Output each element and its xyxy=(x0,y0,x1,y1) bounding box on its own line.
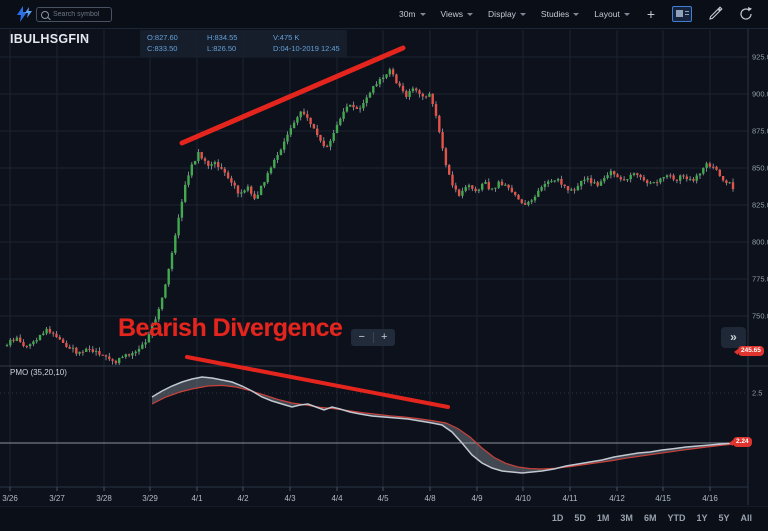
svg-text:4/8: 4/8 xyxy=(424,494,436,503)
refresh-icon[interactable] xyxy=(738,6,754,22)
svg-text:800.00: 800.00 xyxy=(752,238,768,247)
divergence-trendline-2[interactable] xyxy=(185,355,450,409)
svg-text:2.5: 2.5 xyxy=(752,389,762,398)
svg-text:3/29: 3/29 xyxy=(142,494,158,503)
svg-text:825.00: 825.00 xyxy=(752,201,768,210)
range-selector-bar: 1D 5D 1M 3M 6M YTD 1Y 5Y All xyxy=(0,506,768,531)
chevron-down-icon xyxy=(519,13,526,16)
quote-datetime: D:04-10-2019 12:45 xyxy=(273,44,340,53)
draw-pencil-icon[interactable] xyxy=(707,6,723,22)
quote-close: C:833.50 xyxy=(147,44,178,53)
svg-text:900.00: 900.00 xyxy=(752,90,768,99)
candles xyxy=(5,67,735,365)
layout-menu[interactable]: Layout xyxy=(594,9,630,19)
grid xyxy=(0,30,748,487)
svg-text:4/5: 4/5 xyxy=(377,494,389,503)
zoom-in-button[interactable]: + xyxy=(381,331,388,343)
chevron-down-icon xyxy=(467,13,474,16)
quote-high: H:834.55 xyxy=(207,33,238,42)
svg-text:775.00: 775.00 xyxy=(752,275,768,284)
svg-text:925.00: 925.00 xyxy=(752,53,768,62)
panels-toggle-button-active[interactable] xyxy=(672,6,692,22)
pmo-study-label[interactable]: PMO (35,20,10) xyxy=(10,368,67,377)
svg-text:4/16: 4/16 xyxy=(702,494,718,503)
search-icon xyxy=(41,10,49,19)
pmo-axis-badge: 2.24 xyxy=(729,437,752,447)
interval-dropdown[interactable]: 30m xyxy=(399,9,426,19)
svg-text:3/27: 3/27 xyxy=(49,494,65,503)
studies-menu[interactable]: Studies xyxy=(541,9,580,19)
divergence-trendline-1[interactable] xyxy=(179,45,406,146)
chevron-down-icon xyxy=(623,13,630,16)
quote-low: L:826.50 xyxy=(207,44,237,53)
range-1m[interactable]: 1M xyxy=(596,513,610,523)
svg-text:850.00: 850.00 xyxy=(752,164,768,173)
zoom-control: − + xyxy=(351,329,395,346)
svg-text:4/2: 4/2 xyxy=(237,494,249,503)
symbol-name: IBULHSGFIN xyxy=(10,32,90,46)
bearish-divergence-annotation: Bearish Divergence xyxy=(118,314,343,342)
range-5d[interactable]: 5D xyxy=(574,513,586,523)
chevron-down-icon xyxy=(573,13,580,16)
range-3m[interactable]: 3M xyxy=(620,513,633,523)
quote-volume: V:475 K xyxy=(273,33,300,42)
range-all[interactable]: All xyxy=(740,513,752,523)
svg-text:4/12: 4/12 xyxy=(609,494,625,503)
price-axis-badge: 245.65 xyxy=(734,346,764,356)
svg-text:750.00: 750.00 xyxy=(752,312,768,321)
range-1d[interactable]: 1D xyxy=(551,513,564,523)
views-menu[interactable]: Views xyxy=(441,9,474,19)
collapse-panel-button[interactable]: » xyxy=(721,327,746,348)
interval-label: 30m xyxy=(398,9,416,19)
svg-text:3/28: 3/28 xyxy=(96,494,112,503)
svg-text:875.00: 875.00 xyxy=(752,127,768,136)
zoom-out-button[interactable]: − xyxy=(358,331,365,343)
range-5y[interactable]: 5Y xyxy=(718,513,730,523)
divider xyxy=(372,332,374,343)
svg-text:4/9: 4/9 xyxy=(471,494,483,503)
svg-text:4/4: 4/4 xyxy=(331,494,343,503)
range-ytd[interactable]: YTD xyxy=(667,513,686,523)
price-axis[interactable]: 925.00 900.00 875.00 850.00 825.00 800.00 775.… xyxy=(752,53,768,398)
range-1y[interactable]: 1Y xyxy=(696,513,708,523)
svg-text:4/10: 4/10 xyxy=(515,494,531,503)
chevron-down-icon xyxy=(419,13,426,16)
range-6m[interactable]: 6M xyxy=(643,513,657,523)
symbol-search[interactable] xyxy=(36,7,112,22)
pmo-line xyxy=(151,376,747,474)
svg-text:4/11: 4/11 xyxy=(563,494,579,503)
svg-text:4/1: 4/1 xyxy=(191,494,203,503)
display-menu[interactable]: Display xyxy=(488,9,526,19)
svg-text:4/15: 4/15 xyxy=(655,494,671,503)
quote-open: O:827.60 xyxy=(147,33,178,42)
svg-text:3/26: 3/26 xyxy=(2,494,18,503)
top-toolbar: 30m Views Display Studies Layout + xyxy=(0,0,768,29)
svg-text:4/3: 4/3 xyxy=(284,494,296,503)
ohlc-quote-box: O:827.60 H:834.55 V:475 K C:833.50 L:826… xyxy=(140,30,347,57)
time-axis[interactable]: 3/26 3/27 3/28 3/29 4/1 4/2 4/3 4/4 4/5 4/8 4/9 4/1… xyxy=(2,487,718,503)
add-chart-button[interactable]: + xyxy=(646,6,655,22)
symbol-menu-icon[interactable]: ⋮ xyxy=(81,33,91,44)
app-logo-icon xyxy=(17,6,32,22)
search-input[interactable] xyxy=(49,11,107,18)
